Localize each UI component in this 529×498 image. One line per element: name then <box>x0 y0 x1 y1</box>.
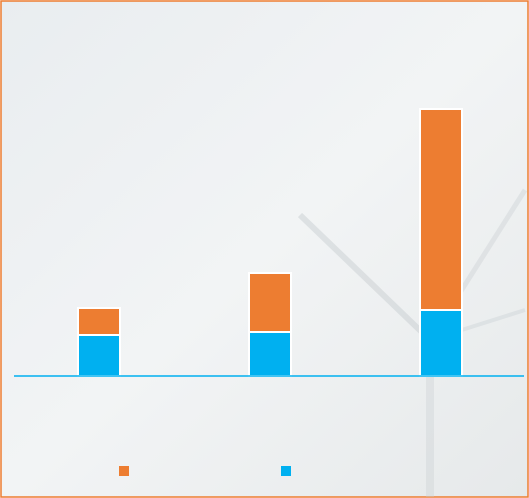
legend-swatch <box>119 466 129 476</box>
bar-segment <box>77 334 121 377</box>
bar-segment <box>419 108 463 311</box>
plot-area <box>14 108 524 476</box>
legend-swatch <box>281 466 291 476</box>
bar-segment <box>248 272 292 333</box>
bar-segment <box>77 307 121 336</box>
bar-segment <box>248 331 292 377</box>
bar-segment <box>419 309 463 377</box>
